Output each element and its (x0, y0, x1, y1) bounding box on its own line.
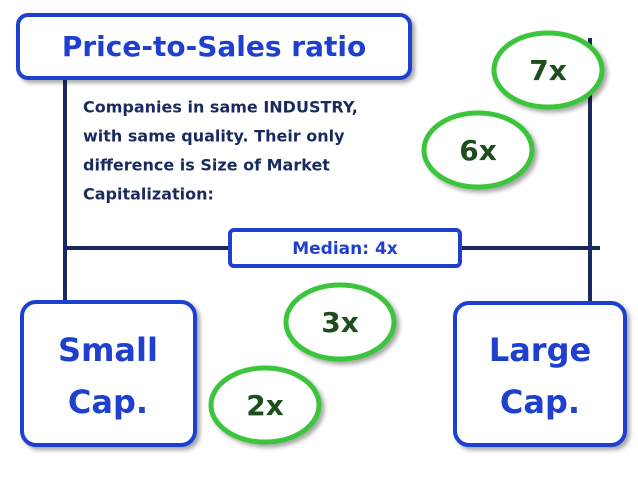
ratio-label: 7x (529, 54, 567, 87)
ratio-bubble (491, 30, 605, 110)
description-line: with same quality. Their only (83, 127, 345, 146)
title: Price-to-Sales ratio (62, 30, 366, 63)
ratio-label: 3x (321, 306, 359, 339)
description-line: Capitalization: (83, 185, 214, 204)
median-box (228, 228, 462, 268)
box-label: Cap. (500, 383, 580, 421)
ratio-bubble (283, 282, 397, 362)
large-cap-box (453, 301, 627, 447)
box-label: Large (489, 331, 591, 369)
median-label: Median: 4x (292, 239, 398, 259)
small-cap-box (20, 300, 197, 447)
title-box (16, 13, 412, 80)
box-label: Cap. (68, 383, 148, 421)
description-line: difference is Size of Market (83, 156, 330, 175)
box-label: Small (58, 331, 158, 369)
ratio-label: 6x (459, 134, 497, 167)
description-line: Companies in same INDUSTRY, (83, 98, 358, 117)
ratio-bubble (421, 110, 535, 190)
ratio-label: 2x (246, 389, 284, 422)
ratio-bubble (208, 365, 322, 445)
